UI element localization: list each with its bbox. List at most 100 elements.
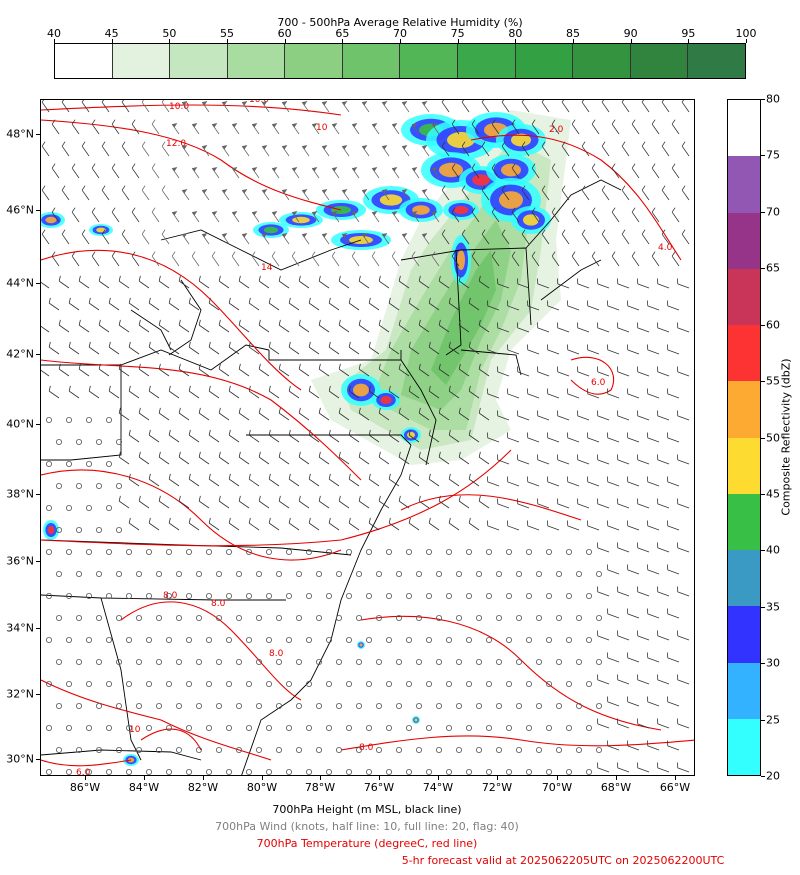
wind-barb-feather: [537, 278, 539, 284]
wind-barb: [298, 495, 310, 509]
reflectivity-tick-mark: [761, 719, 765, 721]
wind-barb-shaft: [597, 415, 610, 421]
wind-barb: [617, 454, 630, 465]
wind-barb-feather: [597, 410, 599, 416]
wind-barb-feather: [597, 322, 599, 328]
wind-barb-flag: [412, 166, 418, 172]
wind-barb: [128, 473, 140, 487]
wind-barb-feather: [298, 451, 301, 458]
wind-barb: [358, 495, 370, 509]
wind-barb: [138, 495, 150, 509]
wind-barb-shaft: [108, 390, 120, 399]
rh-tick-mark: [457, 39, 459, 43]
wind-barb-shaft: [677, 767, 690, 773]
wind-barb-feather: [348, 297, 351, 304]
wind-barb: [421, 188, 430, 201]
wind-barb-feather: [507, 388, 509, 394]
wind-barb: [438, 495, 450, 509]
wind-barb-feather: [278, 363, 281, 370]
wind-barb-shaft: [527, 393, 540, 399]
wind-barb-shaft: [181, 233, 190, 245]
calm-wind-circle: [455, 703, 462, 710]
wind-barb-feather: [451, 119, 456, 125]
calm-wind-circle: [495, 659, 502, 666]
wind-barb-shaft: [511, 167, 520, 179]
wind-barb: [651, 207, 660, 223]
wind-barb: [491, 163, 500, 179]
calm-wind-circle: [76, 615, 83, 622]
wind-barb-shaft: [321, 145, 330, 157]
calm-wind-circle: [245, 548, 252, 555]
wind-barb-flag: [322, 188, 328, 194]
wind-barb: [641, 229, 650, 245]
wind-barb-shaft: [338, 368, 350, 377]
wind-barb-feather: [118, 319, 121, 326]
wind-barb-shaft: [507, 437, 520, 443]
wind-barb-shaft: [581, 101, 590, 113]
wind-barb: [208, 429, 220, 443]
wind-barb-shaft: [667, 701, 680, 707]
wind-barb-feather: [151, 207, 156, 213]
calm-wind-circle: [395, 703, 402, 710]
calm-wind-circle: [55, 526, 62, 533]
wind-barb-feather: [81, 185, 86, 191]
wind-barb-shaft: [128, 522, 140, 531]
wind-barb-flag: [322, 100, 328, 106]
wind-barb-shaft: [671, 123, 680, 135]
wind-barb-feather: [208, 473, 211, 480]
calm-wind-circle: [425, 548, 432, 555]
wind-barb-feather: [607, 520, 609, 526]
wind-barb-shaft: [647, 305, 660, 311]
wind-barb-feather: [288, 429, 291, 436]
wind-barb: [108, 341, 120, 355]
wind-barb: [557, 366, 570, 377]
wind-barb: [577, 498, 590, 509]
calm-wind-circle: [525, 725, 532, 732]
wind-barb-shaft: [517, 371, 530, 377]
wind-barb-shaft: [368, 478, 380, 487]
calm-wind-circle: [235, 570, 242, 577]
wind-barb-shaft: [141, 233, 150, 245]
wind-barb-shaft: [627, 349, 640, 355]
wind-barb-shaft: [531, 255, 540, 267]
wind-barb: [141, 141, 150, 157]
calm-wind-circle: [255, 747, 262, 754]
wind-barb: [401, 188, 410, 201]
wind-barb-feather: [607, 652, 609, 658]
wind-barb: [281, 144, 290, 157]
wind-barb: [398, 319, 410, 333]
calm-wind-circle: [295, 703, 302, 710]
wind-barb: [478, 451, 490, 465]
wind-barb: [597, 542, 610, 553]
wind-barb: [647, 696, 660, 707]
wind-barb-feather: [631, 251, 636, 257]
wind-barb-shaft: [198, 324, 210, 333]
wind-barb-feather: [471, 251, 476, 257]
wind-barb: [418, 319, 430, 333]
wind-barb-shaft: [607, 657, 620, 663]
calm-wind-circle: [325, 681, 332, 688]
wind-barb: [348, 341, 360, 355]
wind-barb-flag: [362, 144, 368, 150]
wind-barb-feather: [667, 696, 669, 702]
rh-colorbar-segment: [111, 44, 170, 78]
calm-wind-circle: [315, 703, 322, 710]
wind-barb-feather: [551, 207, 556, 213]
rh-colorbar-segment: [514, 44, 573, 78]
wind-barb: [491, 207, 500, 223]
wind-barb-feather: [178, 407, 181, 414]
wind-barb: [601, 141, 610, 157]
calm-wind-circle: [495, 570, 502, 577]
wind-barb-shaft: [398, 412, 410, 421]
wind-barb-feather: [378, 495, 381, 502]
wind-barb: [338, 451, 350, 465]
wind-barb-feather: [198, 495, 201, 502]
wind-barb-feather: [291, 251, 296, 257]
wind-barb-feather: [278, 407, 281, 414]
wind-barb: [318, 275, 330, 289]
wind-barb-shaft: [408, 478, 420, 487]
wind-barb-shaft: [118, 456, 130, 465]
wind-barb: [597, 718, 610, 729]
wind-barb-feather: [621, 141, 626, 147]
wind-barb-shaft: [511, 255, 520, 267]
